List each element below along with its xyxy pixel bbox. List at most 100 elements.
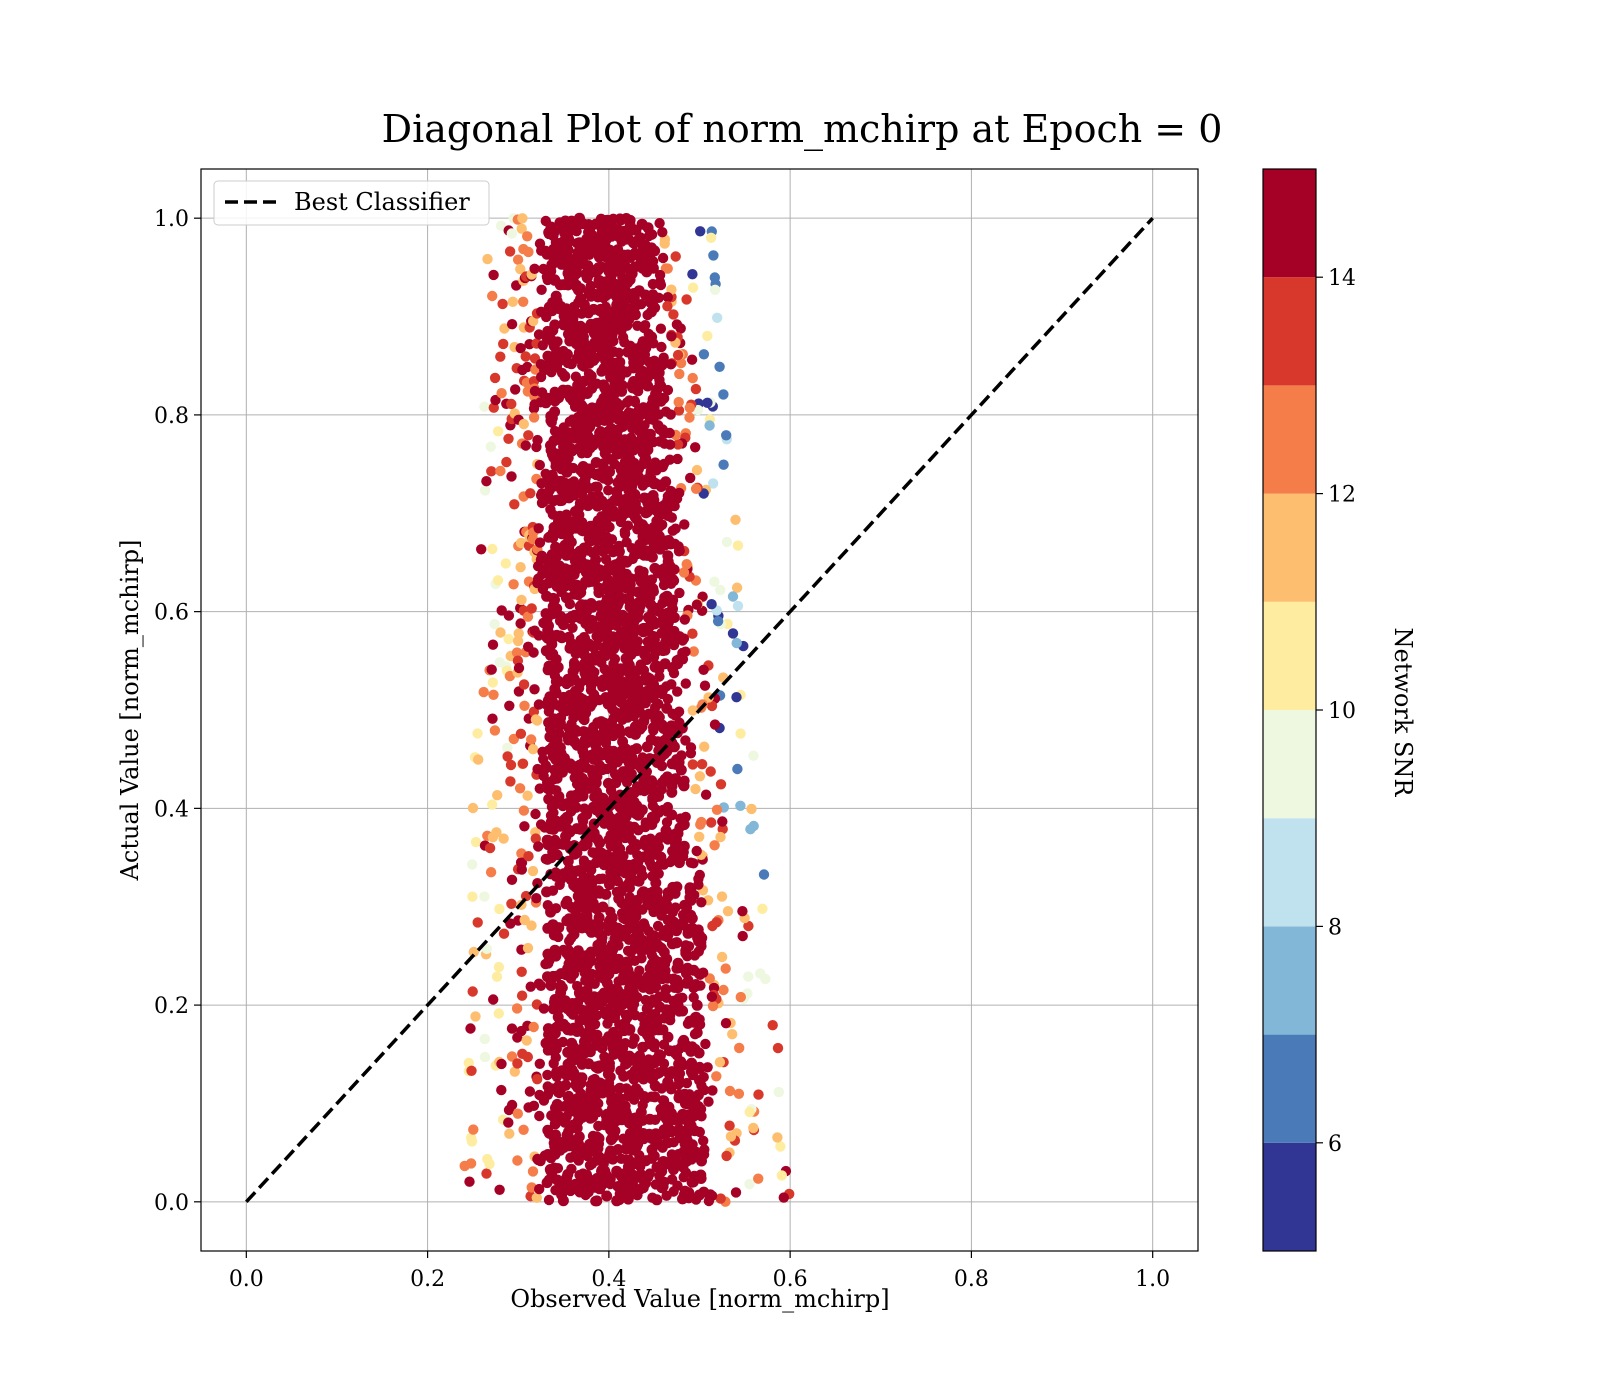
scatter-point xyxy=(662,510,674,521)
scatter-point xyxy=(709,272,720,283)
scatter-point xyxy=(516,966,527,977)
scatter-point xyxy=(584,524,596,535)
scatter-point xyxy=(488,994,499,1005)
scatter-point xyxy=(619,809,631,821)
scatter-point xyxy=(670,828,682,840)
scatter-point xyxy=(644,357,655,368)
scatter-point xyxy=(534,783,545,794)
scatter-point xyxy=(581,1043,593,1055)
scatter-point xyxy=(623,877,635,889)
scatter-point xyxy=(608,1026,620,1038)
scatter-point xyxy=(653,790,665,802)
scatter-point xyxy=(585,664,597,676)
scatter-point xyxy=(679,519,690,530)
scatter-point xyxy=(712,312,723,323)
scatter-point xyxy=(528,647,539,658)
scatter-point xyxy=(653,501,665,513)
scatter-point xyxy=(767,1019,778,1031)
scatter-point xyxy=(585,949,597,961)
scatter-point xyxy=(557,838,569,850)
scatter-point xyxy=(517,213,528,224)
scatter-point xyxy=(711,804,723,815)
scatter-point xyxy=(743,971,754,982)
scatter-point xyxy=(717,816,728,827)
scatter-point xyxy=(518,679,530,690)
scatter-point xyxy=(585,598,597,609)
scatter-point xyxy=(605,264,617,276)
scatter-point xyxy=(634,784,646,796)
scatter-point xyxy=(466,1136,478,1147)
scatter-point xyxy=(589,675,601,687)
scatter-point xyxy=(698,349,710,360)
colorbar-bin xyxy=(1263,1034,1316,1143)
scatter-point xyxy=(514,783,526,794)
scatter-point xyxy=(758,869,770,880)
scatter-point xyxy=(600,641,612,653)
scatter-point xyxy=(619,642,631,654)
scatter-point xyxy=(584,534,596,546)
scatter-point xyxy=(669,773,681,785)
scatter-point xyxy=(566,959,578,971)
scatter-point xyxy=(547,1003,559,1015)
scatter-point xyxy=(656,685,668,697)
scatter-point xyxy=(522,361,533,373)
scatter-point xyxy=(620,1009,632,1021)
scatter-point xyxy=(512,254,524,265)
scatter-point xyxy=(493,1008,504,1019)
scatter-point xyxy=(542,971,553,983)
scatter-point xyxy=(735,991,746,1003)
scatter-point xyxy=(630,686,642,698)
scatter-point xyxy=(526,603,537,614)
scatter-point xyxy=(685,748,697,759)
scatter-point xyxy=(702,330,713,342)
scatter-point xyxy=(617,1022,629,1033)
scatter-point xyxy=(574,823,586,835)
scatter-point xyxy=(545,904,557,916)
scatter-point xyxy=(578,839,590,851)
scatter-point xyxy=(662,550,674,562)
scatter-point xyxy=(507,296,518,307)
scatter-point xyxy=(577,218,589,230)
scatter-point xyxy=(485,441,496,452)
scatter-point xyxy=(695,226,706,237)
scatter-point xyxy=(673,756,685,768)
scatter-point xyxy=(560,480,572,492)
scatter-point xyxy=(611,397,623,409)
scatter-point xyxy=(650,837,662,848)
scatter-point xyxy=(576,991,588,1003)
scatter-point xyxy=(624,997,635,1009)
scatter-point xyxy=(563,532,574,544)
scatter-point xyxy=(513,628,524,639)
scatter-point xyxy=(748,1122,759,1134)
scatter-point xyxy=(542,1023,554,1035)
scatter-point xyxy=(687,282,699,293)
scatter-point xyxy=(620,1105,632,1117)
scatter-point xyxy=(571,1097,583,1109)
scatter-point xyxy=(718,459,729,470)
scatter-point xyxy=(578,1174,590,1186)
scatter-point xyxy=(552,661,564,673)
scatter-point xyxy=(612,1144,624,1155)
scatter-point xyxy=(604,1173,616,1185)
scatter-point xyxy=(601,808,613,820)
scatter-point xyxy=(613,546,625,558)
scatter-point xyxy=(560,592,572,604)
scatter-point xyxy=(552,1011,564,1023)
scatter-point xyxy=(547,551,558,563)
scatter-point xyxy=(629,309,641,321)
scatter-point xyxy=(653,359,665,371)
scatter-point xyxy=(670,937,682,949)
scatter-point xyxy=(641,654,653,665)
scatter-point xyxy=(637,447,649,459)
scatter-point xyxy=(578,480,590,492)
y-tick-label: 0.8 xyxy=(154,404,189,429)
scatter-point xyxy=(655,380,667,392)
scatter-point xyxy=(645,599,657,611)
scatter-point xyxy=(548,435,560,447)
scatter-point xyxy=(722,906,734,917)
scatter-point xyxy=(576,1014,588,1026)
scatter-point xyxy=(773,1086,784,1098)
scatter-point xyxy=(646,1144,658,1156)
scatter-point xyxy=(613,413,625,425)
